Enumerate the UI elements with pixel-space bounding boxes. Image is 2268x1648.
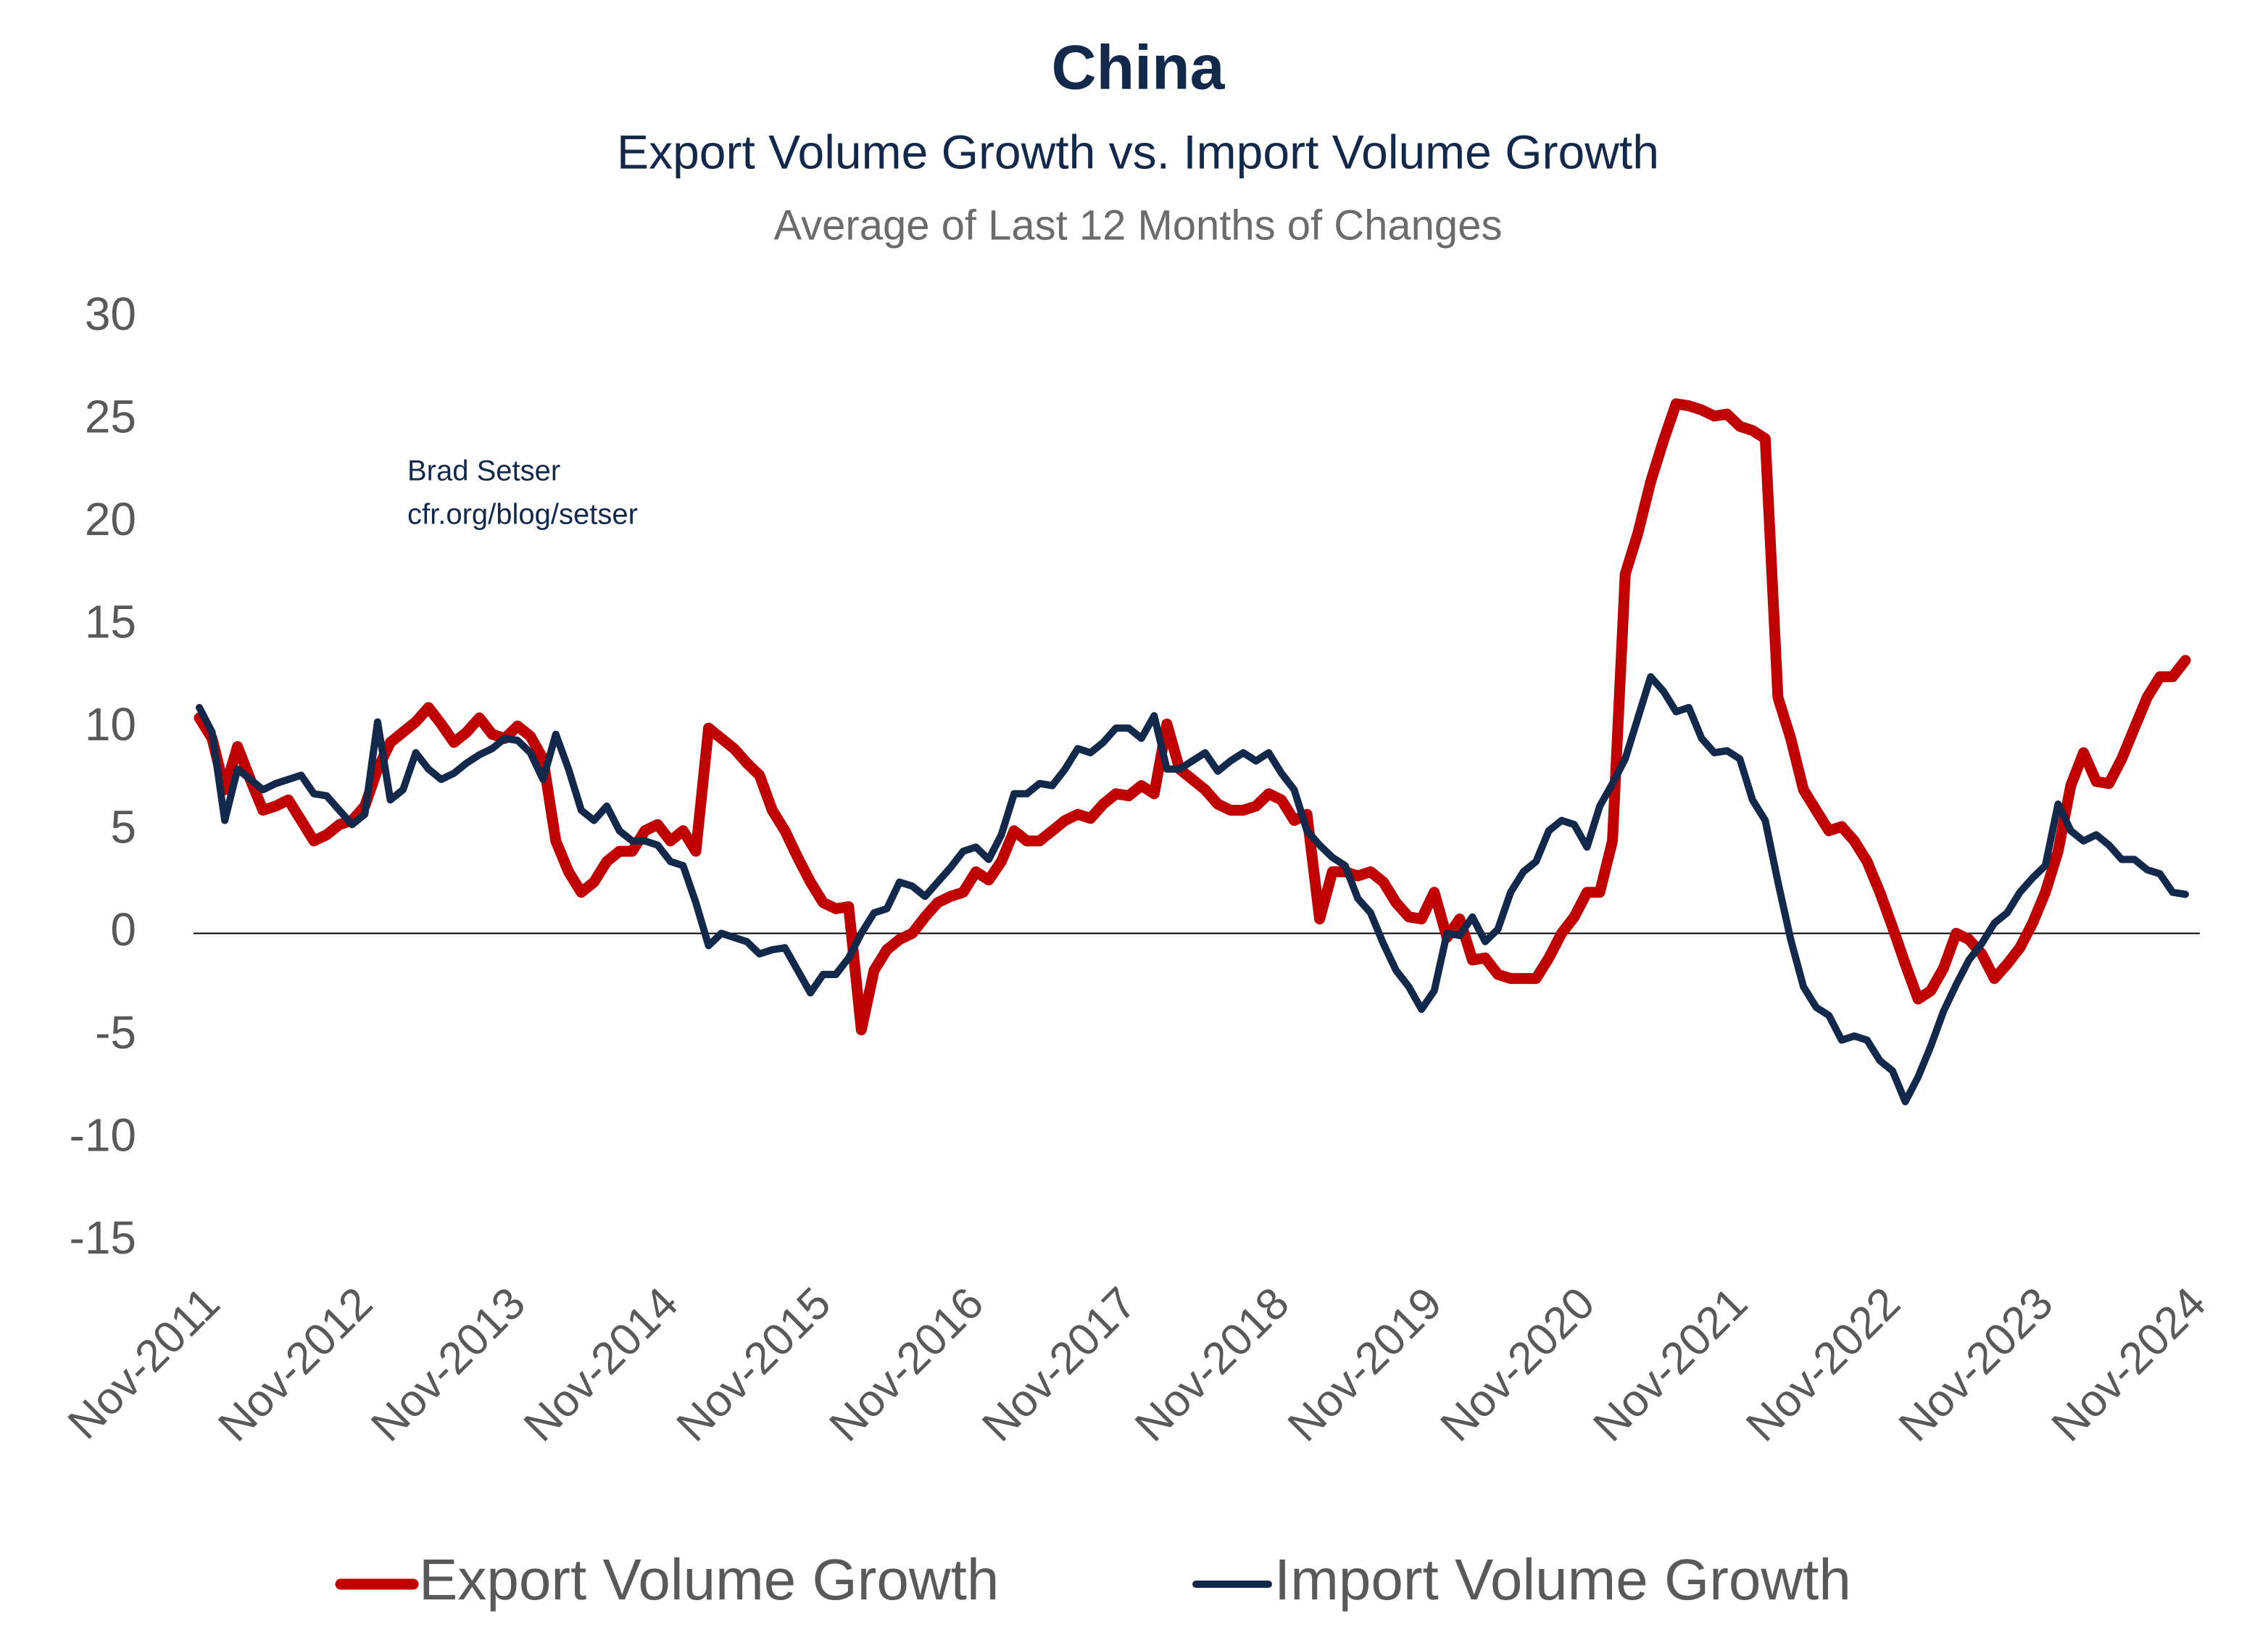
x-tick-label: Nov-2013 (362, 1278, 535, 1452)
y-tick-label: 20 (85, 493, 136, 545)
chart-subtitle: Export Volume Growth vs. Import Volume G… (617, 125, 1659, 178)
y-tick-label: -10 (70, 1109, 137, 1161)
y-tick-label: 5 (110, 801, 136, 853)
y-tick-label: 25 (85, 390, 136, 442)
chart-title: China (1052, 33, 1226, 103)
x-tick-label: Nov-2015 (668, 1278, 841, 1452)
x-tick-label: Nov-2022 (1737, 1278, 1910, 1452)
legend-label: Import Volume Growth (1274, 1547, 1851, 1612)
series-line (196, 673, 2189, 1106)
x-tick-label: Nov-2016 (820, 1278, 993, 1452)
y-tick-label: 15 (85, 596, 136, 648)
x-tick-label: Nov-2012 (209, 1278, 382, 1452)
x-tick-label: Nov-2017 (973, 1278, 1146, 1452)
y-tick-label: -15 (70, 1212, 137, 1264)
x-tick-label: Nov-2019 (1279, 1278, 1452, 1452)
x-tick-label: Nov-2018 (1126, 1278, 1299, 1452)
y-tick-label: 30 (85, 288, 136, 340)
legend-label: Export Volume Growth (419, 1547, 999, 1612)
y-tick-label: 0 (110, 903, 136, 956)
x-tick-label: Nov-2020 (1432, 1278, 1605, 1452)
annotation: cfr.org/blog/setser (407, 499, 638, 531)
x-tick-label: Nov-2023 (1890, 1278, 2063, 1452)
x-tick-label: Nov-2014 (515, 1278, 688, 1452)
series-line (194, 398, 2191, 1035)
y-tick-label: 10 (85, 698, 136, 750)
y-tick-label: -5 (95, 1006, 136, 1059)
chart-note: Average of Last 12 Months of Changes (774, 202, 1503, 249)
x-tick-label: Nov-2011 (59, 1278, 230, 1449)
x-tick-label: Nov-2021 (1584, 1278, 1757, 1452)
x-tick-label: Nov-2024 (2043, 1278, 2216, 1452)
annotation: Brad Setser (407, 455, 560, 487)
